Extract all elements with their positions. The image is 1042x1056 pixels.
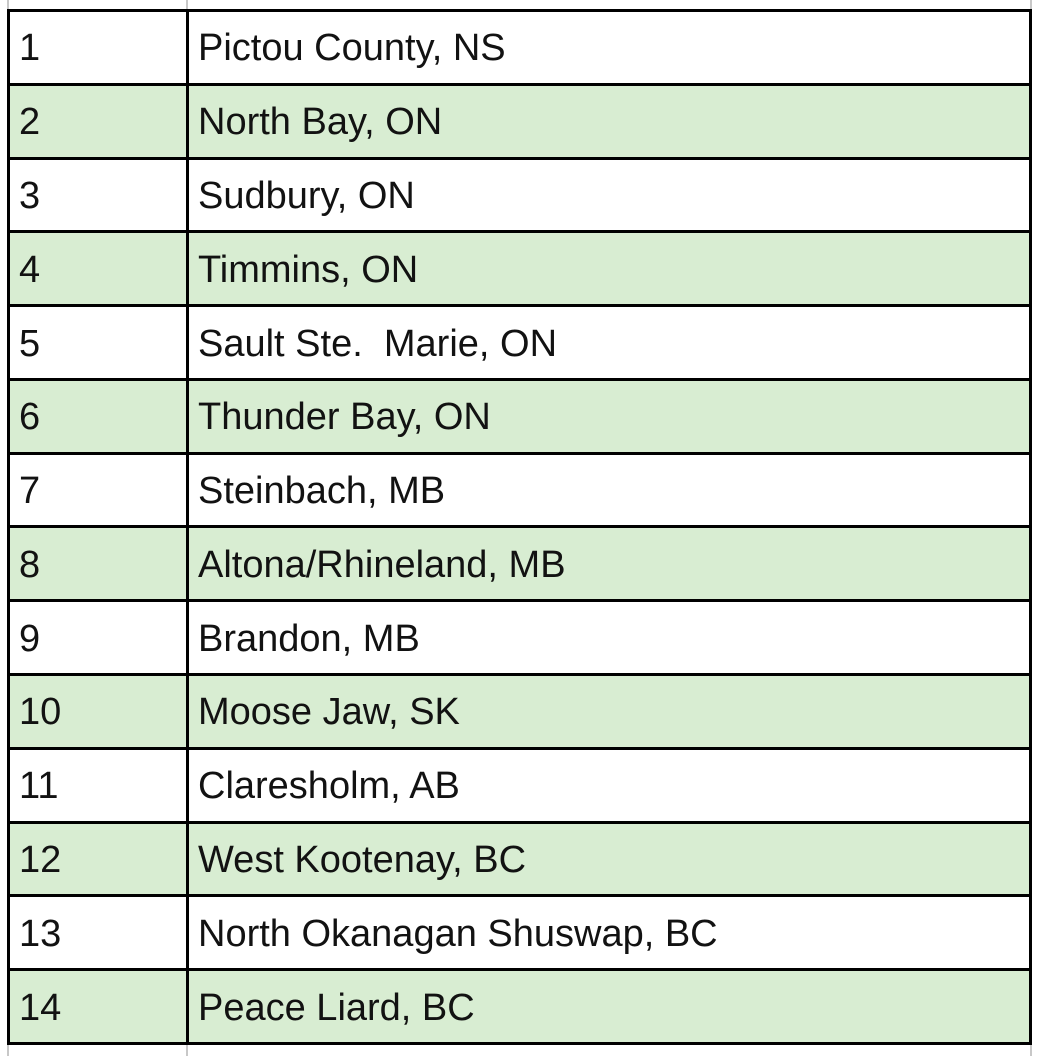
gridline-stub [7,0,9,9]
ranked-locations-table: 1 Pictou County, NS 2 North Bay, ON 3 Su… [7,9,1032,1045]
rank-cell[interactable]: 13 [10,897,186,969]
gridline-stub [1030,0,1032,9]
location-cell[interactable]: Peace Liard, BC [189,971,1029,1042]
gridline-stub [186,0,188,9]
rank-cell[interactable]: 9 [10,602,186,674]
location-cell[interactable]: Sudbury, ON [189,159,1029,231]
location-cell[interactable]: Steinbach, MB [189,454,1029,526]
rank-cell[interactable]: 14 [10,971,186,1042]
location-cell[interactable]: North Bay, ON [189,85,1029,157]
location-cell[interactable]: Claresholm, AB [189,749,1029,821]
rank-cell[interactable]: 8 [10,528,186,600]
rank-cell[interactable]: 5 [10,307,186,378]
location-cell[interactable]: Thunder Bay, ON [189,380,1029,452]
rank-cell[interactable]: 1 [10,12,186,83]
location-cell[interactable]: Sault Ste. Marie, ON [189,307,1029,378]
rank-cell[interactable]: 10 [10,676,186,747]
location-cell[interactable]: Pictou County, NS [189,12,1029,83]
location-cell[interactable]: Timmins, ON [189,233,1029,305]
rank-cell[interactable]: 4 [10,233,186,305]
rank-cell[interactable]: 2 [10,85,186,157]
location-cell[interactable]: Brandon, MB [189,602,1029,674]
gridline-stub [186,1045,188,1056]
rank-cell[interactable]: 11 [10,749,186,821]
location-cell[interactable]: West Kootenay, BC [189,823,1029,895]
rank-cell[interactable]: 3 [10,159,186,231]
rank-cell[interactable]: 6 [10,380,186,452]
gridline-stub [7,1045,9,1056]
gridline-stub [1030,1045,1032,1056]
location-cell[interactable]: Moose Jaw, SK [189,676,1029,747]
rank-cell[interactable]: 12 [10,823,186,895]
location-cell[interactable]: Altona/Rhineland, MB [189,528,1029,600]
rank-cell[interactable]: 7 [10,454,186,526]
location-cell[interactable]: North Okanagan Shuswap, BC [189,897,1029,969]
